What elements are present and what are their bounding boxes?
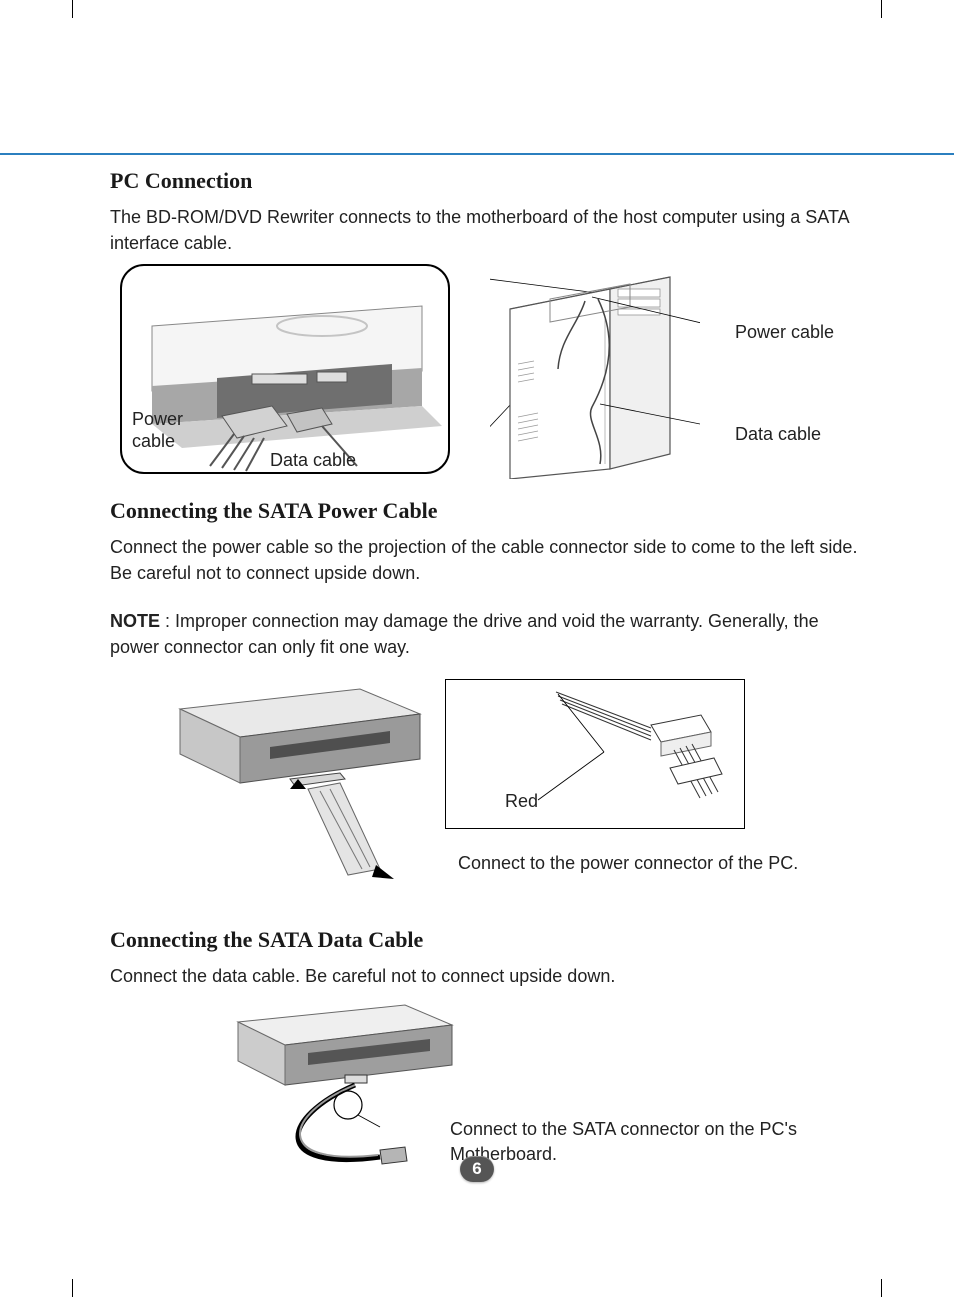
drive-with-power-cable-illustration (170, 679, 440, 909)
drive-with-data-cable-illustration (230, 997, 460, 1187)
label-red-wire: Red (505, 791, 538, 812)
connector-closeup-frame (445, 679, 745, 829)
page-number-badge: 6 (460, 1156, 494, 1182)
top-rule (0, 153, 954, 155)
caption-connect-power: Connect to the power connector of the PC… (458, 851, 798, 876)
body-sata-power: Connect the power cable so the projectio… (110, 534, 870, 586)
heading-pc-connection: PC Connection (110, 168, 870, 194)
body-pc-connection: The BD-ROM/DVD Rewriter connects to the … (110, 204, 870, 256)
molex-connector-illustration (446, 680, 746, 830)
pc-case-illustration (490, 269, 700, 479)
note-sata-power: NOTE : Improper connection may damage th… (110, 608, 870, 660)
label-data-cable-left: Data cable (270, 450, 356, 471)
crop-mark (881, 1279, 882, 1297)
figure-sata-power: Red Connect to the power connector of th… (110, 679, 870, 909)
crop-mark (72, 0, 86, 18)
label-data-cable-right: Data cable (735, 424, 821, 445)
crop-mark (881, 0, 882, 18)
body-sata-data: Connect the data cable. Be careful not t… (110, 963, 870, 989)
page-content: PC Connection The BD-ROM/DVD Rewriter co… (110, 168, 870, 1187)
heading-sata-data: Connecting the SATA Data Cable (110, 927, 870, 953)
caption-connect-data: Connect to the SATA connector on the PC'… (450, 1117, 870, 1167)
page-number: 6 (472, 1159, 481, 1179)
crop-mark (72, 1279, 73, 1297)
heading-sata-power: Connecting the SATA Power Cable (110, 498, 870, 524)
figure-pc-connection: Power cable Data cable (110, 264, 870, 484)
label-power-cable-left: Power cable (132, 409, 183, 452)
label-power-cable-right: Power cable (735, 322, 834, 343)
